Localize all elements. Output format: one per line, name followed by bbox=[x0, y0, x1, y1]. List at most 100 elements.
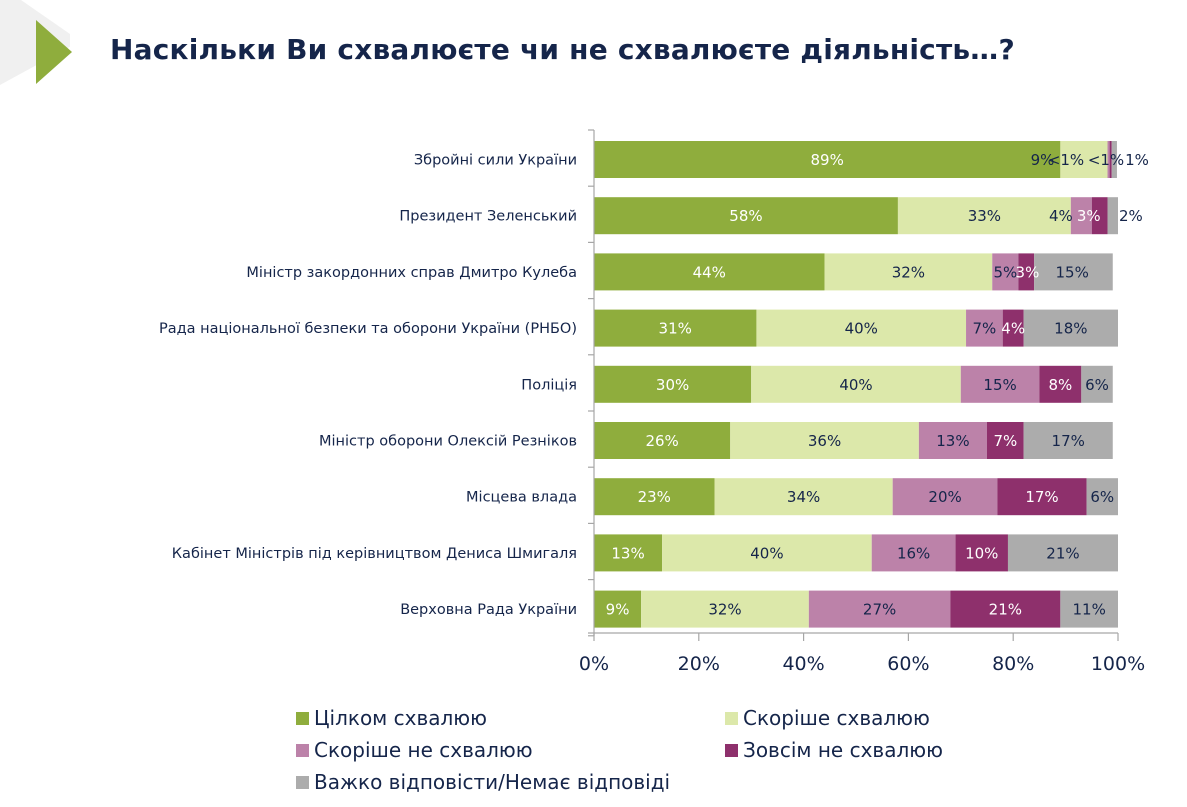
bar-segment bbox=[918, 422, 987, 459]
category-label: Поліція bbox=[521, 377, 577, 393]
bar-segment bbox=[1060, 141, 1108, 178]
data-label: 89% bbox=[811, 151, 844, 169]
data-label: 4% bbox=[1001, 320, 1025, 338]
data-label: 10% bbox=[965, 544, 998, 562]
category-label: Президент Зеленський bbox=[399, 209, 577, 225]
data-label: 23% bbox=[638, 488, 671, 506]
bar-segment bbox=[594, 197, 898, 235]
data-label: <1% bbox=[1088, 151, 1124, 169]
bar-segment bbox=[594, 309, 757, 347]
data-label: 40% bbox=[845, 320, 878, 338]
legend-item-fully-approve: Цілком схвалюю bbox=[296, 706, 487, 730]
data-label: 21% bbox=[1046, 544, 1079, 562]
category-label: Міністр оборони Олексій Резніков bbox=[319, 434, 577, 450]
bar-segment bbox=[1081, 365, 1113, 403]
bar-segment bbox=[1070, 197, 1092, 235]
data-label: 7% bbox=[993, 432, 1017, 450]
legend-label: Важко відповісти/Немає відповіді bbox=[314, 770, 671, 794]
category-label: Місцева влада bbox=[466, 490, 577, 506]
data-label: 13% bbox=[936, 432, 969, 450]
bar-segment bbox=[1060, 590, 1118, 628]
bar-segment bbox=[594, 253, 825, 291]
data-label: 44% bbox=[693, 263, 726, 281]
data-label: 20% bbox=[928, 488, 961, 506]
data-label: 3% bbox=[1016, 263, 1040, 281]
legend-label: Зовсім не схвалюю bbox=[743, 738, 943, 762]
category-label: Збройні сили України bbox=[414, 153, 577, 169]
data-label: 9% bbox=[1031, 151, 1055, 169]
bar-segment bbox=[1107, 197, 1118, 235]
bar-segment bbox=[1018, 253, 1035, 291]
data-label: 58% bbox=[729, 207, 762, 225]
bar-segment bbox=[1002, 309, 1024, 347]
data-label: 3% bbox=[1077, 207, 1101, 225]
x-tick-label: 80% bbox=[992, 653, 1034, 675]
data-label: 6% bbox=[1090, 488, 1114, 506]
data-label: 31% bbox=[659, 320, 692, 338]
bar-segment bbox=[1091, 197, 1108, 235]
bar-segment bbox=[1086, 478, 1118, 516]
bar-segment bbox=[1111, 141, 1117, 178]
data-label: 21% bbox=[989, 601, 1022, 619]
legend-swatch bbox=[725, 743, 738, 757]
bar-segment bbox=[950, 590, 1061, 628]
bar-segment bbox=[897, 197, 1071, 235]
data-label: 11% bbox=[1073, 601, 1106, 619]
data-label: 15% bbox=[983, 376, 1016, 394]
legend-item-rather-disapprove: Скоріше не схвалюю bbox=[296, 738, 533, 762]
bar-segment bbox=[751, 365, 961, 403]
legend-item-rather-approve: Скоріше схвалюю bbox=[725, 706, 930, 730]
bar-segment bbox=[594, 590, 642, 628]
bar-segment bbox=[594, 534, 663, 572]
legend-item-fully-disapprove: Зовсім не схвалюю bbox=[725, 738, 943, 762]
category-label: Рада національної безпеки та оборони Укр… bbox=[159, 321, 577, 337]
bar-segment bbox=[1107, 141, 1110, 178]
legend-swatch bbox=[296, 711, 309, 725]
bar-segment bbox=[997, 478, 1087, 516]
bar-segment bbox=[594, 422, 731, 459]
category-labels: Збройні сили України Президент Зеленський… bbox=[159, 153, 577, 619]
bar-segment bbox=[1039, 365, 1082, 403]
bar-segment bbox=[1109, 141, 1112, 178]
data-label: 33% bbox=[968, 207, 1001, 225]
data-label: 30% bbox=[656, 376, 689, 394]
bar-segment bbox=[1023, 422, 1113, 459]
data-label: 9% bbox=[606, 601, 630, 619]
bar-segment bbox=[992, 253, 1019, 291]
bars: 89% 9%<1% <1% 1%58% 33% 4% 3% 2%44% 32% 5%3% 15%31… bbox=[594, 141, 1149, 628]
bar-segment bbox=[730, 422, 919, 459]
data-label: 8% bbox=[1048, 376, 1072, 394]
data-label: 1% bbox=[1125, 151, 1149, 169]
legend-swatch bbox=[725, 711, 738, 725]
category-label: Міністр закордонних справ Дмитро Кулеба bbox=[246, 265, 577, 281]
legend-swatch bbox=[296, 743, 309, 757]
legend-swatch bbox=[296, 775, 309, 789]
x-tick-label: 60% bbox=[887, 653, 929, 675]
data-label: 13% bbox=[611, 544, 644, 562]
bar-segment bbox=[808, 590, 951, 628]
data-label: 15% bbox=[1055, 263, 1088, 281]
category-label: Кабінет Міністрів під керівництвом Денис… bbox=[172, 546, 577, 562]
legend-item-hard-to-say: Важко відповісти/Немає відповіді bbox=[296, 770, 670, 794]
data-label: 40% bbox=[750, 544, 783, 562]
data-label: 34% bbox=[787, 488, 820, 506]
data-label: <1% bbox=[1048, 151, 1084, 169]
bar-segment bbox=[824, 253, 993, 291]
bar-segment bbox=[756, 309, 967, 347]
data-label: 32% bbox=[892, 263, 925, 281]
bar-segment bbox=[960, 365, 1040, 403]
data-label: 17% bbox=[1052, 432, 1085, 450]
category-label: Верховна Рада України bbox=[400, 602, 577, 618]
bar-segment bbox=[594, 365, 752, 403]
data-label: 6% bbox=[1085, 376, 1109, 394]
data-label: 7% bbox=[972, 320, 996, 338]
bar-segment bbox=[662, 534, 872, 572]
bar-segment bbox=[1023, 309, 1118, 347]
stacked-bar-chart: Збройні сили України Президент Зеленський… bbox=[159, 129, 1149, 675]
bar-segment bbox=[641, 590, 809, 628]
data-label: 2% bbox=[1119, 207, 1143, 225]
play-arrow-icon bbox=[36, 20, 72, 84]
bar-segment bbox=[892, 478, 998, 516]
data-label: 26% bbox=[645, 432, 678, 450]
bar-segment bbox=[1007, 534, 1118, 572]
